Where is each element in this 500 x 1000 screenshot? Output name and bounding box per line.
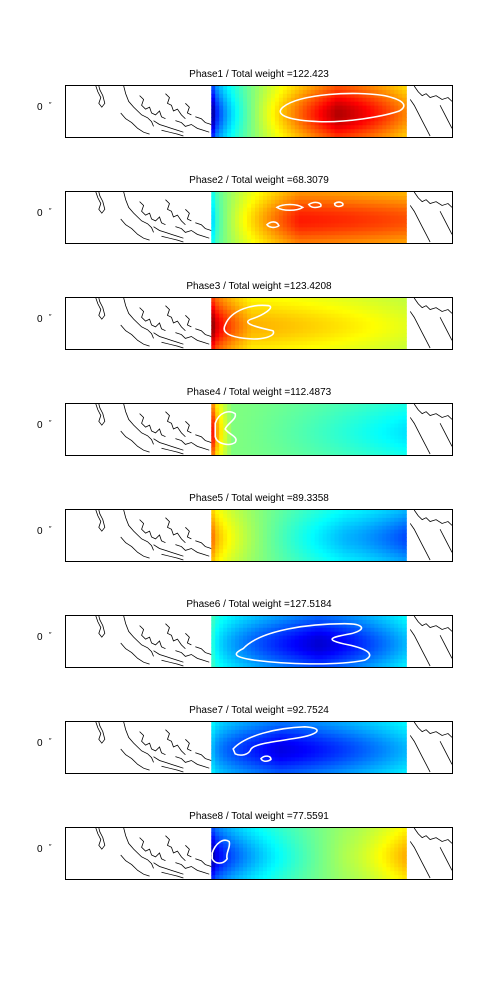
map-frame: [65, 297, 453, 350]
degree-symbol: ″: [49, 738, 52, 745]
coastline: [95, 510, 452, 561]
panel-title: Phase2 / Total weight =68.3079: [189, 175, 329, 186]
latitude-label: 0: [37, 102, 43, 113]
map-plot: [95, 722, 452, 773]
panel-title: Phase4 / Total weight =112.4873: [186, 387, 332, 398]
anomaly-field: [211, 722, 407, 773]
panel-title: Phase5 / Total weight =89.3358: [189, 493, 329, 504]
map-frame: [65, 85, 453, 138]
anomaly-field: [211, 404, 407, 455]
latitude-label: 0: [37, 738, 43, 749]
panel-title: Phase3 / Total weight =123.4208: [186, 281, 332, 292]
phase-panel: Phase6 / Total weight =127.5184 0 ″: [0, 598, 500, 704]
map-plot: [95, 86, 452, 137]
degree-symbol: ″: [49, 420, 52, 427]
anomaly-field: [211, 86, 407, 137]
map-frame: [65, 509, 453, 562]
map-plot: [95, 298, 452, 349]
map-plot: [95, 192, 452, 243]
phase-panel: Phase4 / Total weight =112.4873 0 ″: [0, 386, 500, 492]
latitude-label: 0: [37, 632, 43, 643]
phase-panel: Phase8 / Total weight =77.5591 0 ″: [0, 810, 500, 916]
anomaly-field: [211, 510, 407, 561]
phase-panel: Phase5 / Total weight =89.3358 0 ″: [0, 492, 500, 598]
latitude-label: 0: [37, 844, 43, 855]
significance-contour: [232, 726, 318, 763]
significance-contour: [214, 411, 237, 446]
coastline: [95, 828, 452, 879]
coastline: [95, 192, 452, 243]
map-plot: [95, 510, 452, 561]
latitude-label: 0: [37, 208, 43, 219]
coastline: [95, 616, 452, 667]
degree-symbol: ″: [49, 526, 52, 533]
coastline: [95, 86, 452, 137]
anomaly-field: [211, 828, 407, 879]
map-frame: [65, 827, 453, 880]
anomaly-field: [211, 192, 407, 243]
coastline: [95, 298, 452, 349]
significance-contour: [223, 304, 275, 340]
significance-contour: [265, 201, 344, 229]
map-frame: [65, 721, 453, 774]
latitude-label: 0: [37, 420, 43, 431]
degree-symbol: ″: [49, 314, 52, 321]
significance-contour: [279, 92, 405, 123]
latitude-label: 0: [37, 526, 43, 537]
significance-contour: [211, 839, 231, 864]
degree-symbol: ″: [49, 102, 52, 109]
significance-contour: [235, 622, 371, 665]
map-frame: [65, 191, 453, 244]
degree-symbol: ″: [49, 632, 52, 639]
panel-title: Phase1 / Total weight =122.423: [189, 69, 329, 80]
latitude-label: 0: [37, 314, 43, 325]
map-frame: [65, 403, 453, 456]
coastline: [95, 722, 452, 773]
coastline: [95, 404, 452, 455]
phase-panel: Phase3 / Total weight =123.4208 0 ″: [0, 280, 500, 386]
map-plot: [95, 616, 452, 667]
map-frame: [65, 615, 453, 668]
degree-symbol: ″: [49, 208, 52, 215]
phase-panel: Phase7 / Total weight =92.7524 0 ″: [0, 704, 500, 810]
anomaly-field: [211, 298, 407, 349]
panel-title: Phase8 / Total weight =77.5591: [189, 811, 329, 822]
anomaly-field: [211, 616, 407, 667]
panel-title: Phase6 / Total weight =127.5184: [186, 599, 332, 610]
panel-title: Phase7 / Total weight =92.7524: [189, 705, 329, 716]
map-plot: [95, 404, 452, 455]
degree-symbol: ″: [49, 844, 52, 851]
map-plot: [95, 828, 452, 879]
phase-panel: Phase2 / Total weight =68.3079 0 ″: [0, 174, 500, 280]
phase-panel: Phase1 / Total weight =122.423 0 ″: [0, 68, 500, 174]
